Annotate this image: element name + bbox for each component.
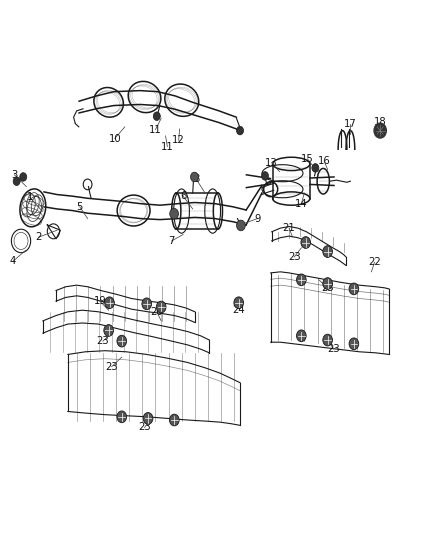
Circle shape [20,173,27,181]
Circle shape [143,413,153,424]
Circle shape [237,220,245,231]
Text: 9: 9 [254,214,261,223]
Text: 11: 11 [161,142,174,151]
Circle shape [237,126,244,135]
Text: 20: 20 [151,307,163,317]
Text: 14: 14 [295,199,307,208]
Circle shape [374,123,386,138]
Circle shape [105,297,114,309]
Text: 24: 24 [233,305,245,315]
Text: 15: 15 [301,154,314,164]
Text: 11: 11 [149,125,162,134]
Circle shape [297,274,306,286]
Text: 10: 10 [109,134,121,143]
Circle shape [323,246,332,257]
Circle shape [170,414,179,426]
Text: 23: 23 [321,283,334,293]
Text: 16: 16 [318,156,331,166]
Text: 23: 23 [106,362,118,372]
Text: 2: 2 [35,232,42,242]
Circle shape [142,298,152,310]
Circle shape [117,411,127,423]
Text: 8: 8 [193,174,199,184]
Circle shape [234,297,244,309]
Circle shape [191,172,198,182]
Text: 23: 23 [328,344,340,354]
Circle shape [153,112,160,120]
Text: 22: 22 [368,257,381,267]
Circle shape [349,338,359,350]
Text: 12: 12 [172,135,185,145]
Text: 13: 13 [265,158,278,167]
Text: 3: 3 [11,170,18,180]
Text: 23: 23 [288,252,300,262]
Text: 17: 17 [344,119,357,128]
Circle shape [323,334,332,346]
Text: 4: 4 [10,256,16,266]
Circle shape [349,283,359,295]
Text: 5: 5 [77,202,83,212]
Circle shape [312,164,319,172]
Circle shape [13,177,20,185]
Text: 18: 18 [374,117,386,126]
Circle shape [104,325,113,336]
Text: 1: 1 [27,192,33,202]
Circle shape [323,278,332,289]
Circle shape [261,172,268,180]
Text: 7: 7 [169,236,175,246]
Text: 21: 21 [283,223,296,233]
Text: 19: 19 [93,296,106,306]
Circle shape [170,208,179,219]
Text: 23: 23 [97,336,109,346]
Text: 23: 23 [138,423,151,432]
Circle shape [117,335,127,347]
Circle shape [301,237,311,248]
Circle shape [156,301,166,313]
Circle shape [297,330,306,342]
Text: 6: 6 [180,191,186,201]
